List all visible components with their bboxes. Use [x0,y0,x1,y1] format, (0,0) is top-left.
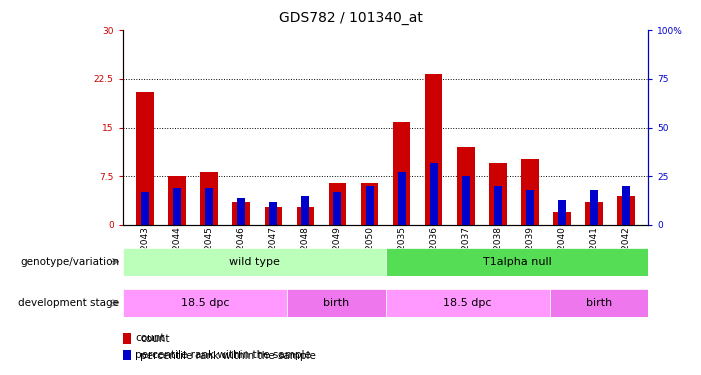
Bar [393,122,410,225]
Text: T1alpha null: T1alpha null [482,256,552,267]
Text: percentile rank within the sample: percentile rank within the sample [140,351,316,361]
Bar [430,163,437,225]
Bar [489,163,507,225]
Bar [361,183,379,225]
Text: birth: birth [586,298,612,308]
Text: percentile rank within the sample: percentile rank within the sample [135,350,311,360]
Text: 18.5 dpc: 18.5 dpc [181,298,229,308]
Bar [123,350,132,360]
Text: development stage: development stage [18,298,119,308]
Bar [123,248,386,276]
Bar [590,190,598,225]
Text: birth: birth [323,298,349,308]
Bar [521,159,538,225]
Text: GDS782 / 101340_at: GDS782 / 101340_at [278,11,423,25]
Bar [123,289,287,317]
Bar [617,196,635,225]
Bar [365,186,374,225]
Text: genotype/variation: genotype/variation [20,256,119,267]
Bar [269,202,278,225]
Bar [397,172,406,225]
Bar [334,192,341,225]
Bar [136,92,154,225]
Bar [264,207,283,225]
Bar [301,196,309,225]
Bar [386,289,550,317]
Bar [585,202,603,225]
Text: count: count [135,333,165,344]
Text: count: count [140,334,170,344]
Bar [329,183,346,225]
Bar [494,186,502,225]
Bar [558,200,566,225]
Bar [462,176,470,225]
Bar [622,186,630,225]
Bar [233,202,250,225]
Bar [553,212,571,225]
Text: wild type: wild type [229,256,280,267]
Bar [237,198,245,225]
Text: 18.5 dpc: 18.5 dpc [444,298,492,308]
Bar [386,248,648,276]
Bar [526,190,534,225]
Bar [173,188,181,225]
Bar [287,289,386,317]
Bar [200,172,218,225]
Bar [168,176,186,225]
Bar [205,188,213,225]
Bar [141,192,149,225]
Bar [550,289,648,317]
Bar [425,74,442,225]
Bar [457,147,475,225]
Bar [123,333,132,344]
Bar [297,207,314,225]
